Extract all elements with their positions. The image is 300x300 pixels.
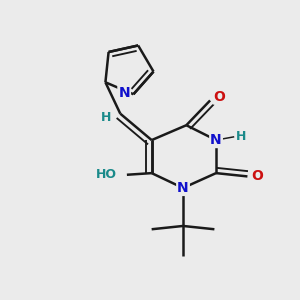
Text: N: N bbox=[210, 133, 222, 147]
Text: H: H bbox=[236, 130, 247, 143]
Text: O: O bbox=[213, 89, 225, 103]
Text: HO: HO bbox=[96, 168, 117, 181]
Text: O: O bbox=[251, 169, 263, 183]
Text: N: N bbox=[177, 181, 189, 195]
Text: H: H bbox=[101, 111, 112, 124]
Text: N: N bbox=[118, 85, 130, 100]
